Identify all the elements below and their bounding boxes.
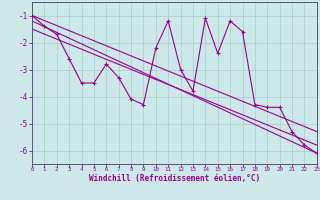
X-axis label: Windchill (Refroidissement éolien,°C): Windchill (Refroidissement éolien,°C) xyxy=(89,174,260,183)
